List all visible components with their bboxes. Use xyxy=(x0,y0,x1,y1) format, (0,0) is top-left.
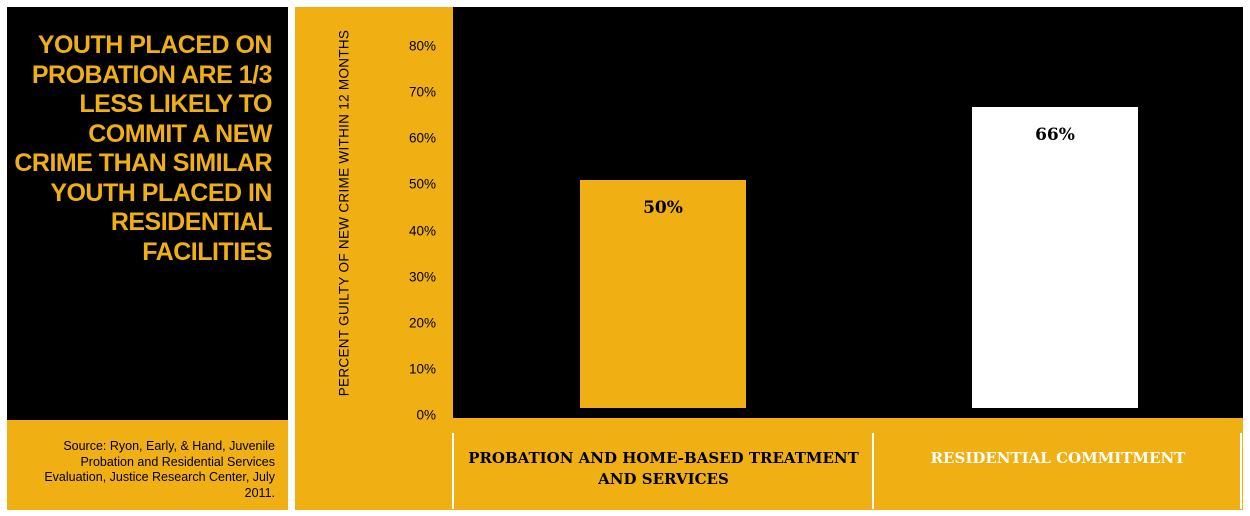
category-label: RESIDENTIAL COMMITMENT xyxy=(930,449,1186,467)
bar: 66% xyxy=(972,106,1138,408)
y-tick-label: 20% xyxy=(408,315,436,331)
headline-panel: YOUTH PLACED ON PROBATION ARE 1/3 LESS L… xyxy=(7,7,288,510)
y-tick-label: 30% xyxy=(408,269,436,285)
y-tick-label: 0% xyxy=(416,407,436,423)
category-divider xyxy=(452,433,454,509)
y-tick-label: 80% xyxy=(408,38,436,54)
category-divider xyxy=(1240,433,1242,509)
bar-value-label: 50% xyxy=(643,198,683,219)
y-tick-label: 50% xyxy=(408,176,436,192)
category-label: PROBATION AND HOME-BASED TREATMENT AND S… xyxy=(468,449,859,488)
bar-value-label: 66% xyxy=(1035,124,1075,145)
source-box: Source: Ryon, Early, & Hand, Juvenile Pr… xyxy=(7,420,288,510)
y-axis-label: PERCENT GUILTY OF NEW CRIME WITHIN 12 MO… xyxy=(336,29,352,397)
source-citation: Source: Ryon, Early, & Hand, Juvenile Pr… xyxy=(44,439,275,500)
y-tick-label: 10% xyxy=(408,361,436,377)
headline-text: YOUTH PLACED ON PROBATION ARE 1/3 LESS L… xyxy=(14,31,272,266)
category-divider xyxy=(872,433,874,509)
y-tick-label: 70% xyxy=(408,84,436,100)
bar: 50% xyxy=(580,180,746,408)
chart-panel: PERCENT GUILTY OF NEW CRIME WITHIN 12 MO… xyxy=(295,7,1243,510)
y-tick-label: 60% xyxy=(408,130,436,146)
y-tick-label: 40% xyxy=(408,223,436,238)
